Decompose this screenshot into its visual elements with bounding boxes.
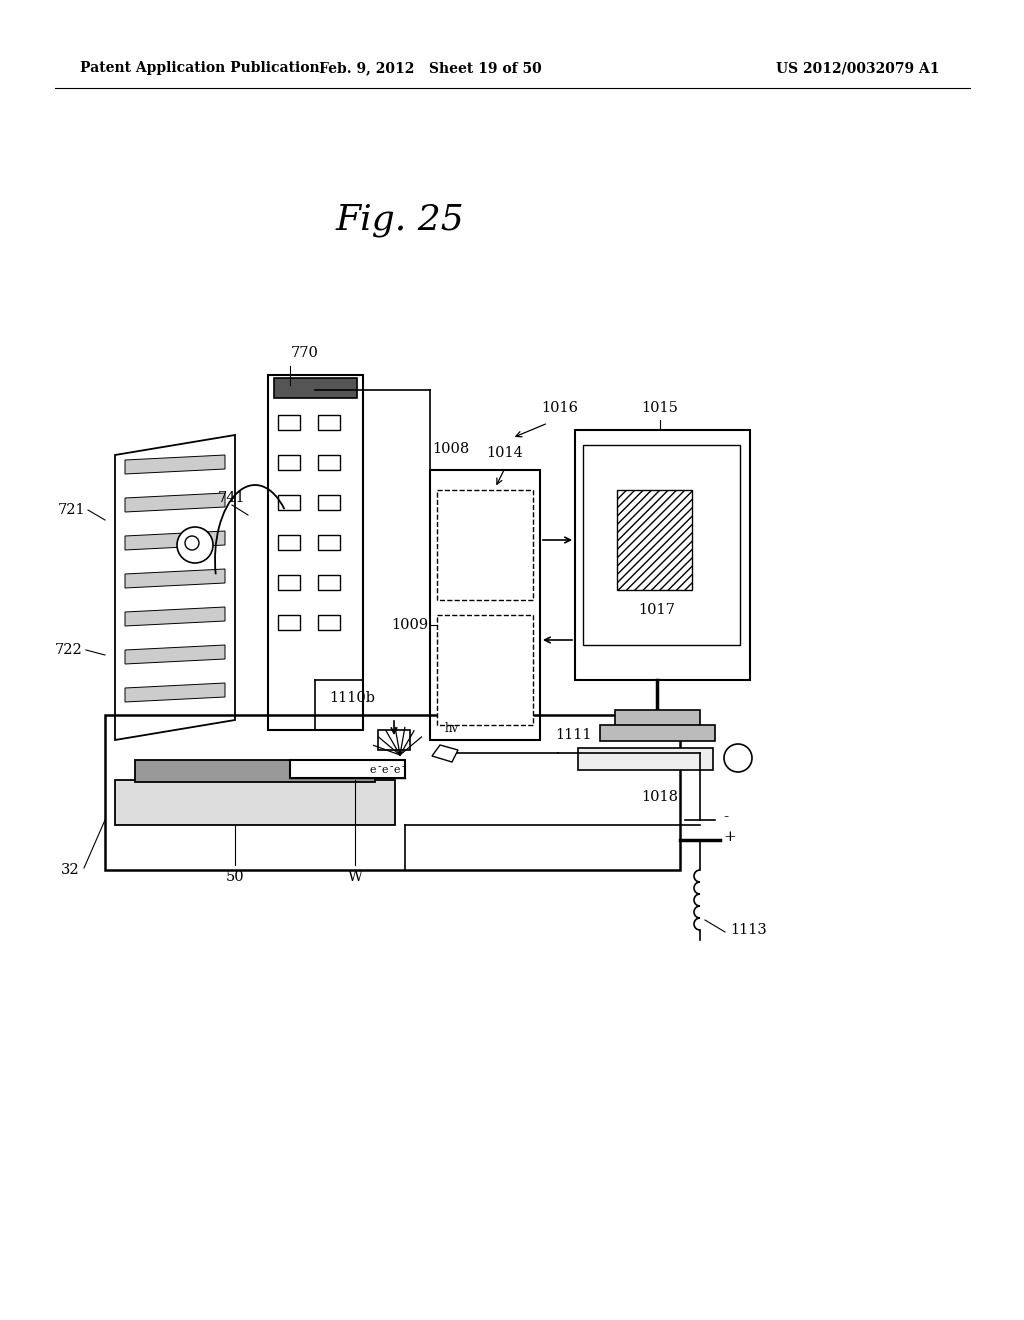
Bar (278, 495, 300, 510)
Text: 1110b: 1110b (329, 690, 375, 705)
Bar (278, 535, 300, 550)
Bar (274, 378, 357, 399)
Text: -: - (378, 762, 382, 771)
Text: 721: 721 (57, 503, 85, 517)
Bar (615, 710, 700, 729)
Bar (578, 748, 713, 770)
Polygon shape (432, 744, 458, 762)
Text: 50: 50 (225, 870, 245, 884)
Polygon shape (125, 455, 225, 474)
Bar (437, 490, 534, 601)
Bar (437, 615, 534, 725)
Polygon shape (125, 645, 225, 664)
Bar (583, 445, 740, 645)
Bar (318, 615, 340, 630)
Circle shape (177, 527, 213, 564)
Text: 1014: 1014 (486, 446, 523, 459)
Text: e: e (370, 766, 377, 775)
Text: 1015: 1015 (642, 401, 679, 414)
Polygon shape (125, 682, 225, 702)
Text: Fig. 25: Fig. 25 (336, 203, 464, 238)
Bar (278, 615, 300, 630)
Text: e: e (394, 766, 400, 775)
Bar (105, 715, 680, 870)
Bar (290, 760, 406, 777)
Text: 1111: 1111 (555, 729, 592, 742)
Bar (318, 495, 340, 510)
Text: -: - (723, 810, 728, 824)
Bar (268, 375, 362, 730)
Bar (318, 576, 340, 590)
Bar (600, 725, 715, 741)
Text: 1008: 1008 (432, 442, 469, 455)
Text: Feb. 9, 2012   Sheet 19 of 50: Feb. 9, 2012 Sheet 19 of 50 (318, 61, 542, 75)
Text: W: W (347, 870, 362, 884)
Text: Patent Application Publication: Patent Application Publication (80, 61, 319, 75)
Text: 1113: 1113 (730, 923, 767, 937)
Polygon shape (125, 607, 225, 626)
Text: e: e (382, 766, 388, 775)
Text: 1016: 1016 (542, 401, 579, 414)
Text: -: - (402, 762, 406, 771)
Text: 770: 770 (291, 346, 318, 360)
Polygon shape (125, 492, 225, 512)
Bar (278, 576, 300, 590)
Bar (617, 490, 692, 590)
Bar (575, 430, 750, 680)
Bar (318, 455, 340, 470)
Bar (278, 414, 300, 430)
Bar (318, 535, 340, 550)
Bar (318, 414, 340, 430)
Circle shape (185, 536, 199, 550)
Text: 722: 722 (54, 643, 82, 657)
Text: 1009: 1009 (391, 618, 428, 632)
Text: 32: 32 (61, 863, 80, 876)
Text: +: + (723, 830, 736, 843)
Polygon shape (125, 569, 225, 587)
Text: hv: hv (445, 722, 459, 734)
Polygon shape (115, 436, 234, 741)
Text: US 2012/0032079 A1: US 2012/0032079 A1 (776, 61, 940, 75)
Text: -: - (390, 762, 393, 771)
Bar (430, 470, 540, 741)
Bar (115, 780, 395, 825)
Bar (378, 730, 410, 750)
Polygon shape (125, 531, 225, 550)
Circle shape (724, 744, 752, 772)
Bar (278, 455, 300, 470)
Text: 1017: 1017 (639, 603, 676, 616)
Text: 1018: 1018 (641, 789, 679, 804)
Text: 741: 741 (218, 491, 246, 506)
Bar (135, 760, 375, 781)
